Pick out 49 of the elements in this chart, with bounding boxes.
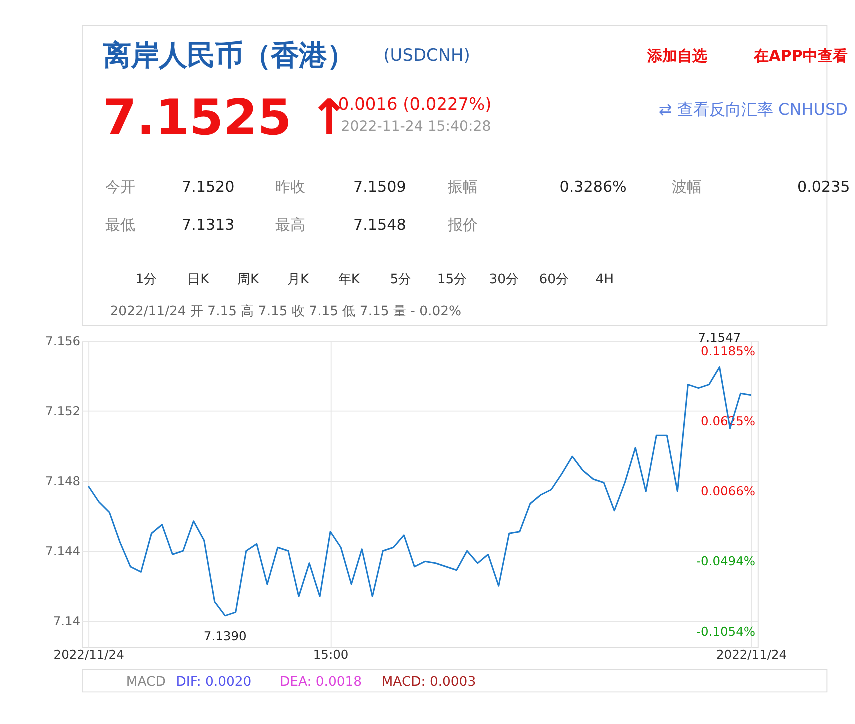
y2-tick-label: 0.0066% xyxy=(701,484,756,499)
text: 今开 xyxy=(106,178,136,196)
chart-title: 离岸人民币（香港） xyxy=(102,38,355,72)
text: 报价 xyxy=(446,216,478,234)
y-tick-label: 7.156 xyxy=(46,334,81,348)
text: 30分 xyxy=(489,272,520,288)
text: MACD: 0.0003 xyxy=(382,675,476,690)
text: 7.1509 xyxy=(354,178,406,196)
text: 最低 xyxy=(106,216,136,234)
text: 月K xyxy=(288,272,310,288)
text: 0.0016 (0.0227%) xyxy=(338,94,492,114)
text: 0.0235 xyxy=(798,178,850,196)
text: 7.1520 xyxy=(182,178,235,196)
y2-tick-label: -0.0494% xyxy=(696,554,756,569)
text: 60分 xyxy=(539,272,569,288)
text: DEA: 0.0018 xyxy=(280,675,362,690)
text: DIF: 0.0020 xyxy=(176,675,252,690)
y-tick-label: 7.14 xyxy=(53,614,81,628)
x-tick-label: 15:00 xyxy=(313,648,349,662)
text: 最高 xyxy=(275,216,306,234)
text: 年K xyxy=(338,272,360,288)
text: 昨收 xyxy=(275,178,306,196)
text: 日K xyxy=(188,272,210,288)
annotation: 7.1390 xyxy=(204,629,247,644)
text: 波幅 xyxy=(672,178,702,196)
x-tick-label: 2022/11/24 xyxy=(54,648,125,662)
y-tick-label: 7.148 xyxy=(46,474,81,488)
y2-tick-label: -0.1054% xyxy=(696,624,756,639)
y2-tick-label: 0.1185% xyxy=(701,344,756,359)
text: 4H xyxy=(596,272,614,288)
text: 1分 xyxy=(136,272,158,288)
text: ⇄ 查看反向汇率 CNHUSD xyxy=(658,100,848,119)
y-tick-label: 7.152 xyxy=(46,404,81,418)
annotation: 7.1547 xyxy=(698,330,742,345)
y-tick-label: 7.144 xyxy=(46,544,81,558)
chart-subtitle: (USDCNH) xyxy=(384,45,470,66)
text: 15分 xyxy=(437,272,468,288)
text: 添加自选 xyxy=(646,47,708,66)
text: 周K xyxy=(238,272,260,288)
text: 0.3286% xyxy=(560,178,627,196)
text: 在APP中查看 xyxy=(753,47,848,66)
text: 振幅 xyxy=(448,178,478,196)
text: MACD xyxy=(126,675,166,690)
text: 7.1548 xyxy=(354,216,406,234)
text: 5分 xyxy=(390,272,412,288)
text: 7.1313 xyxy=(182,216,235,234)
text: 2022-11-24 15:40:28 xyxy=(341,118,492,135)
x-tick-label: 2022/11/24 xyxy=(716,648,788,662)
text: 2022/11/24 开 7.15 高 7.15 收 7.15 低 7.15 量 - 0.02% xyxy=(110,304,462,320)
